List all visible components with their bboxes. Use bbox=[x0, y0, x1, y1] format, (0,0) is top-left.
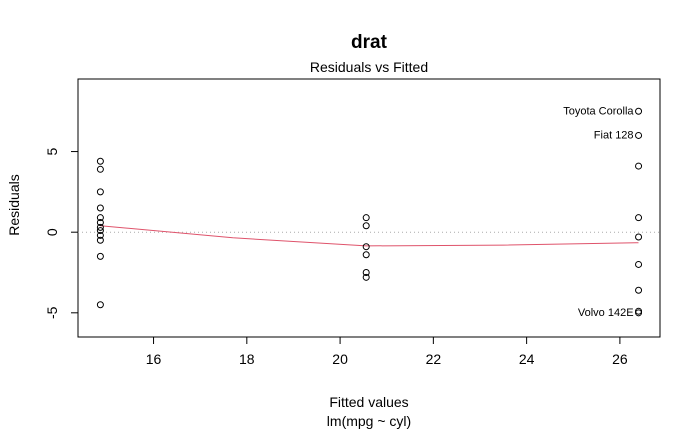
data-point bbox=[635, 286, 643, 294]
point-label: Fiat 128 bbox=[594, 129, 634, 141]
y-tick-label: -5 bbox=[44, 306, 60, 319]
x-axis-label: Fitted values bbox=[329, 394, 408, 410]
x-tick-label: 16 bbox=[146, 351, 162, 367]
plot-frame bbox=[77, 78, 661, 338]
data-point bbox=[362, 243, 370, 251]
data-point bbox=[96, 252, 104, 260]
x-tick-label: 20 bbox=[332, 351, 348, 367]
data-point bbox=[635, 309, 643, 317]
data-point bbox=[635, 233, 643, 241]
point-label: Toyota Corolla bbox=[563, 105, 634, 117]
data-point bbox=[635, 131, 643, 139]
y-axis-label: Residuals bbox=[6, 174, 22, 235]
chart-title: drat bbox=[351, 32, 388, 53]
data-point bbox=[635, 260, 643, 268]
chart-subtitle: Residuals vs Fitted bbox=[310, 59, 428, 75]
data-point bbox=[96, 219, 104, 227]
data-point bbox=[96, 214, 104, 222]
point-label: Volvo 142E bbox=[578, 307, 634, 319]
data-point bbox=[96, 165, 104, 173]
data-point bbox=[96, 204, 104, 212]
data-point bbox=[96, 301, 104, 309]
x-tick-label: 24 bbox=[519, 351, 535, 367]
data-point bbox=[362, 251, 370, 259]
data-point bbox=[96, 236, 104, 244]
data-point bbox=[362, 273, 370, 281]
data-point bbox=[96, 157, 104, 165]
smooth-line bbox=[100, 225, 639, 247]
data-point bbox=[96, 227, 104, 235]
data-point bbox=[635, 162, 643, 170]
x-tick-label: 18 bbox=[239, 351, 255, 367]
data-point bbox=[635, 107, 643, 115]
data-point bbox=[362, 214, 370, 222]
y-tick-label: 0 bbox=[44, 228, 60, 236]
x-axis-model-label: lm(mpg ~ cyl) bbox=[327, 413, 411, 429]
data-point bbox=[96, 231, 104, 239]
x-tick-label: 22 bbox=[426, 351, 442, 367]
x-tick-label: 26 bbox=[612, 351, 628, 367]
data-point bbox=[362, 222, 370, 230]
data-point bbox=[362, 269, 370, 276]
data-point bbox=[96, 188, 104, 196]
data-point bbox=[96, 223, 104, 231]
data-point bbox=[635, 214, 643, 222]
y-tick-label: 5 bbox=[44, 147, 60, 155]
